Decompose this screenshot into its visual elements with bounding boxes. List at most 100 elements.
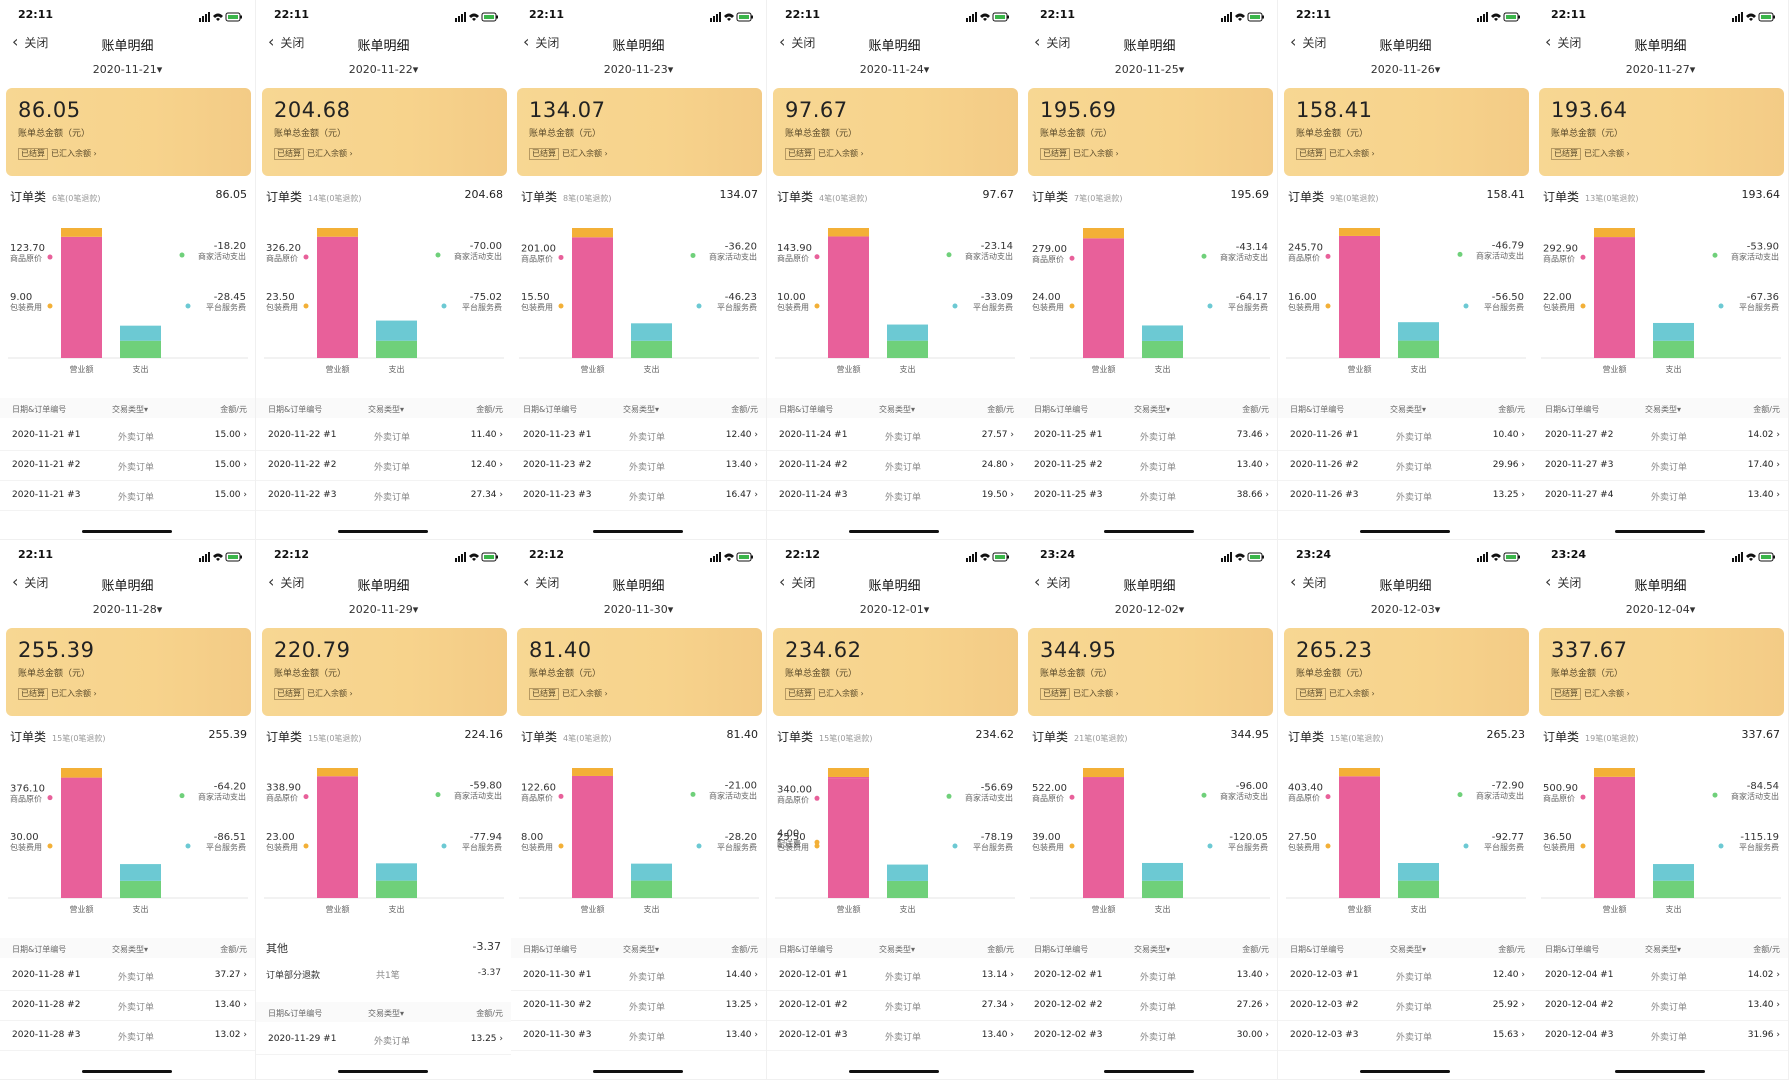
close-button[interactable]: ‹ 关闭 bbox=[12, 574, 48, 591]
table-row[interactable]: 2020-11-30 #3 外卖订单 13.40 › bbox=[511, 1020, 766, 1051]
col-type-filter[interactable]: 交易类型▾ bbox=[623, 945, 660, 954]
col-type-filter[interactable]: 交易类型▾ bbox=[1134, 405, 1171, 414]
table-row[interactable]: 2020-11-25 #2 外卖订单 13.40 › bbox=[1022, 450, 1277, 481]
balance-link[interactable]: 已汇入余额 › bbox=[562, 689, 608, 698]
other-item[interactable]: 订单部分退款 共1笔 -3.37 bbox=[266, 968, 501, 992]
table-row[interactable]: 2020-11-28 #2 外卖订单 13.40 › bbox=[0, 990, 255, 1021]
close-button[interactable]: ‹ 关闭 bbox=[523, 574, 559, 591]
date-picker[interactable]: 2020-11-21▾ bbox=[92, 63, 163, 76]
balance-link[interactable]: 已汇入余额 › bbox=[1584, 149, 1630, 158]
balance-link[interactable]: 已汇入余额 › bbox=[307, 149, 353, 158]
date-picker[interactable]: 2020-11-22▾ bbox=[348, 63, 419, 76]
close-button[interactable]: ‹ 关闭 bbox=[1545, 574, 1581, 591]
activity-label: 商家活动支出 bbox=[198, 251, 246, 261]
table-row[interactable]: 2020-11-25 #1 外卖订单 73.46 › bbox=[1022, 420, 1277, 451]
table-row[interactable]: 2020-11-23 #3 外卖订单 16.47 › bbox=[511, 480, 766, 511]
date-picker[interactable]: 2020-11-27▾ bbox=[1625, 63, 1696, 76]
table-row[interactable]: 2020-11-27 #2 外卖订单 14.02 › bbox=[1533, 420, 1788, 451]
close-button[interactable]: ‹ 关闭 bbox=[1545, 34, 1581, 51]
table-row[interactable]: 2020-11-22 #1 外卖订单 11.40 › bbox=[256, 420, 511, 451]
col-type-filter[interactable]: 交易类型▾ bbox=[879, 405, 916, 414]
balance-link[interactable]: 已汇入余额 › bbox=[1073, 149, 1119, 158]
table-row[interactable]: 2020-11-26 #3 外卖订单 13.25 › bbox=[1278, 480, 1533, 511]
table-row[interactable]: 2020-11-21 #2 外卖订单 15.00 › bbox=[0, 450, 255, 481]
table-row[interactable]: 2020-12-01 #1 外卖订单 13.14 › bbox=[767, 960, 1022, 991]
close-button[interactable]: ‹ 关闭 bbox=[268, 34, 304, 51]
table-row[interactable]: 2020-12-04 #3 外卖订单 31.96 › bbox=[1533, 1020, 1788, 1051]
date-picker[interactable]: 2020-12-01▾ bbox=[859, 603, 930, 616]
balance-link[interactable]: 已汇入余额 › bbox=[562, 149, 608, 158]
col-type-filter[interactable]: 交易类型▾ bbox=[1390, 945, 1427, 954]
table-row[interactable]: 2020-11-26 #2 外卖订单 29.96 › bbox=[1278, 450, 1533, 481]
table-row[interactable]: 2020-12-01 #2 外卖订单 27.34 › bbox=[767, 990, 1022, 1021]
date-picker[interactable]: 2020-11-23▾ bbox=[603, 63, 674, 76]
balance-link[interactable]: 已汇入余额 › bbox=[1584, 689, 1630, 698]
table-row[interactable]: 2020-12-02 #2 外卖订单 27.26 › bbox=[1022, 990, 1277, 1021]
table-row[interactable]: 2020-11-28 #3 外卖订单 13.02 › bbox=[0, 1020, 255, 1051]
table-row[interactable]: 2020-12-01 #3 外卖订单 13.40 › bbox=[767, 1020, 1022, 1051]
balance-link[interactable]: 已汇入余额 › bbox=[1329, 689, 1375, 698]
col-type-filter[interactable]: 交易类型▾ bbox=[1390, 405, 1427, 414]
close-button[interactable]: ‹ 关闭 bbox=[779, 34, 815, 51]
table-row[interactable]: 2020-12-03 #3 外卖订单 15.63 › bbox=[1278, 1020, 1533, 1051]
table-row[interactable]: 2020-11-23 #1 外卖订单 12.40 › bbox=[511, 420, 766, 451]
table-row[interactable]: 2020-12-04 #2 外卖订单 13.40 › bbox=[1533, 990, 1788, 1021]
close-button[interactable]: ‹ 关闭 bbox=[268, 574, 304, 591]
date-picker[interactable]: 2020-11-24▾ bbox=[859, 63, 930, 76]
status-icons bbox=[966, 8, 1010, 22]
table-row[interactable]: 2020-11-28 #1 外卖订单 37.27 › bbox=[0, 960, 255, 991]
col-type-filter[interactable]: 交易类型▾ bbox=[368, 1009, 405, 1018]
date-picker[interactable]: 2020-11-30▾ bbox=[603, 603, 674, 616]
close-button[interactable]: ‹ 关闭 bbox=[12, 34, 48, 51]
table-row[interactable]: 2020-12-02 #3 外卖订单 30.00 › bbox=[1022, 1020, 1277, 1051]
close-button[interactable]: ‹ 关闭 bbox=[1290, 574, 1326, 591]
table-row[interactable]: 2020-11-21 #1 外卖订单 15.00 › bbox=[0, 420, 255, 451]
table-row[interactable]: 2020-12-03 #1 外卖订单 12.40 › bbox=[1278, 960, 1533, 991]
col-type-filter[interactable]: 交易类型▾ bbox=[112, 945, 149, 954]
balance-link[interactable]: 已汇入余额 › bbox=[307, 689, 353, 698]
table-row[interactable]: 2020-12-03 #2 外卖订单 25.92 › bbox=[1278, 990, 1533, 1021]
close-button[interactable]: ‹ 关闭 bbox=[1290, 34, 1326, 51]
table-row[interactable]: 2020-11-30 #2 外卖订单 13.25 › bbox=[511, 990, 766, 1021]
balance-link[interactable]: 已汇入余额 › bbox=[1073, 689, 1119, 698]
balance-link[interactable]: 已汇入余额 › bbox=[51, 149, 97, 158]
table-row[interactable]: 2020-11-21 #3 外卖订单 15.00 › bbox=[0, 480, 255, 511]
close-button[interactable]: ‹ 关闭 bbox=[779, 574, 815, 591]
col-type-filter[interactable]: 交易类型▾ bbox=[623, 405, 660, 414]
balance-link[interactable]: 已汇入余额 › bbox=[1329, 149, 1375, 158]
table-row[interactable]: 2020-12-04 #1 外卖订单 14.02 › bbox=[1533, 960, 1788, 991]
date-picker[interactable]: 2020-11-26▾ bbox=[1370, 63, 1441, 76]
table-row[interactable]: 2020-11-30 #1 外卖订单 14.40 › bbox=[511, 960, 766, 991]
balance-link[interactable]: 已汇入余额 › bbox=[818, 689, 864, 698]
close-button[interactable]: ‹ 关闭 bbox=[1034, 574, 1070, 591]
table-row[interactable]: 2020-12-02 #1 外卖订单 13.40 › bbox=[1022, 960, 1277, 991]
table-row[interactable]: 2020-11-24 #1 外卖订单 27.57 › bbox=[767, 420, 1022, 451]
balance-link[interactable]: 已汇入余额 › bbox=[51, 689, 97, 698]
col-type-filter[interactable]: 交易类型▾ bbox=[1645, 405, 1682, 414]
col-type-filter[interactable]: 交易类型▾ bbox=[112, 405, 149, 414]
table-row[interactable]: 2020-11-23 #2 外卖订单 13.40 › bbox=[511, 450, 766, 481]
col-type-filter[interactable]: 交易类型▾ bbox=[368, 405, 405, 414]
date-picker[interactable]: 2020-11-29▾ bbox=[348, 603, 419, 616]
date-picker[interactable]: 2020-12-03▾ bbox=[1370, 603, 1441, 616]
table-row[interactable]: 2020-11-26 #1 外卖订单 10.40 › bbox=[1278, 420, 1533, 451]
table-row[interactable]: 2020-11-29 #1 外卖订单 13.25 › bbox=[256, 1024, 511, 1055]
table-row[interactable]: 2020-11-25 #3 外卖订单 38.66 › bbox=[1022, 480, 1277, 511]
close-button[interactable]: ‹ 关闭 bbox=[1034, 34, 1070, 51]
table-row[interactable]: 2020-11-24 #3 外卖订单 19.50 › bbox=[767, 480, 1022, 511]
table-row[interactable]: 2020-11-24 #2 外卖订单 24.80 › bbox=[767, 450, 1022, 481]
col-type-filter[interactable]: 交易类型▾ bbox=[879, 945, 916, 954]
table-row[interactable]: 2020-11-27 #4 外卖订单 13.40 › bbox=[1533, 480, 1788, 511]
date-picker[interactable]: 2020-11-25▾ bbox=[1114, 63, 1185, 76]
date-picker[interactable]: 2020-12-04▾ bbox=[1625, 603, 1696, 616]
close-button[interactable]: ‹ 关闭 bbox=[523, 34, 559, 51]
table-row[interactable]: 2020-11-22 #3 外卖订单 27.34 › bbox=[256, 480, 511, 511]
date-picker[interactable]: 2020-12-02▾ bbox=[1114, 603, 1185, 616]
goods-value: 522.00 bbox=[1032, 783, 1067, 794]
table-row[interactable]: 2020-11-22 #2 外卖订单 12.40 › bbox=[256, 450, 511, 481]
col-type-filter[interactable]: 交易类型▾ bbox=[1645, 945, 1682, 954]
balance-link[interactable]: 已汇入余额 › bbox=[818, 149, 864, 158]
col-type-filter[interactable]: 交易类型▾ bbox=[1134, 945, 1171, 954]
table-row[interactable]: 2020-11-27 #3 外卖订单 17.40 › bbox=[1533, 450, 1788, 481]
date-picker[interactable]: 2020-11-28▾ bbox=[92, 603, 163, 616]
